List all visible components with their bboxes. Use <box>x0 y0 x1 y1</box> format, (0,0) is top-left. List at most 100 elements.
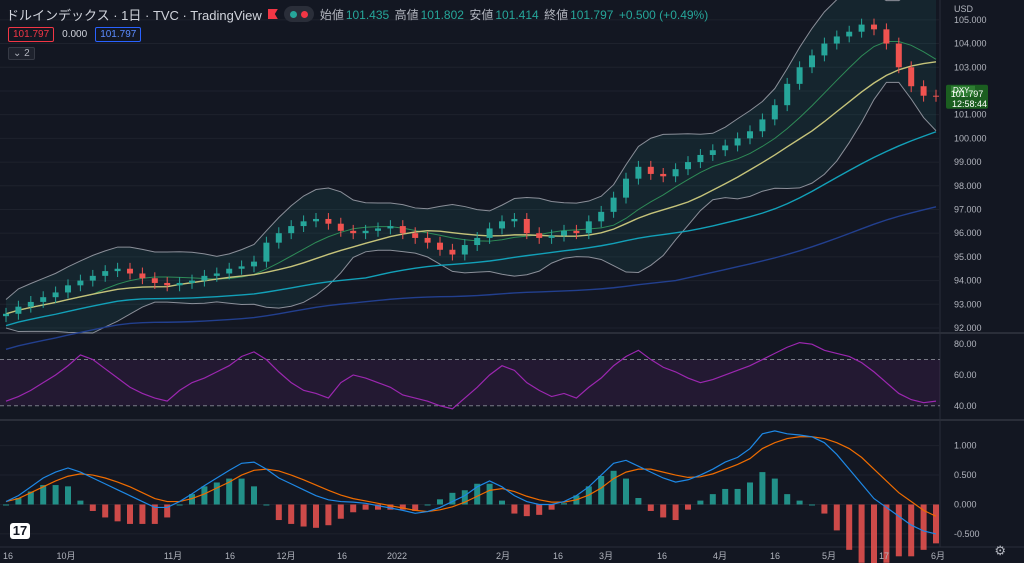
sell-price-box[interactable]: 101.797 <box>8 27 55 42</box>
time-tick-label: 5月 <box>822 551 836 561</box>
candle-body <box>734 138 741 146</box>
candle-body <box>164 282 171 286</box>
macd-histogram-bar <box>213 482 220 505</box>
candle-body <box>697 154 704 163</box>
open-value: 101.435 <box>345 7 390 22</box>
candle-body <box>809 55 815 68</box>
macd-histogram-bar <box>771 478 778 505</box>
candle-body <box>201 275 208 281</box>
price-tick-label: 103.000 <box>954 62 987 72</box>
collapse-count: 2 <box>24 48 30 59</box>
macd-histogram-bar <box>288 504 295 524</box>
open-label: 始値 <box>319 7 344 22</box>
time-tick-label: 17 <box>879 551 889 561</box>
macd-histogram-bar <box>387 504 394 510</box>
candle-body <box>523 218 530 234</box>
macd-tick-label: 1.000 <box>954 441 977 451</box>
grid-lines <box>0 0 1024 548</box>
time-tick-label: 2022 <box>387 551 407 561</box>
macd-tick-label: -0.500 <box>954 529 980 539</box>
high-value: 101.802 <box>420 7 464 22</box>
candle-body <box>251 261 257 267</box>
symbol-tag: DXY <box>953 86 970 95</box>
close-label: 終値 <box>544 7 569 22</box>
macd-histogram-bar <box>449 492 456 505</box>
candle-body <box>15 306 22 314</box>
candle-body <box>449 249 456 255</box>
macd-histogram-bar <box>52 485 59 505</box>
candle-body <box>375 228 381 231</box>
candle-body <box>288 226 295 234</box>
settings-gear-icon[interactable]: ⚙ <box>994 543 1006 558</box>
macd-histogram-bar <box>300 504 307 527</box>
market-flag-icon <box>267 9 278 19</box>
time-tick-label: 6月 <box>931 551 945 561</box>
candle-body <box>511 218 518 222</box>
macd-histogram-bar <box>871 504 877 563</box>
macd-pane[interactable] <box>3 430 939 563</box>
macd-histogram-bar <box>275 504 282 521</box>
spread-value: 0.000 <box>62 29 88 40</box>
macd-histogram-bar <box>933 504 939 544</box>
ohlc-legend: 始値 101.435 高値 101.802 安値 101.414 終値 101.797 … <box>320 6 710 23</box>
time-tick-label: 11月 <box>164 551 182 561</box>
candle-body <box>536 233 543 238</box>
collapse-indicators-button[interactable]: ⌄ 2 <box>8 47 35 60</box>
macd-histogram-bar <box>685 504 691 510</box>
macd-histogram-bar <box>313 504 319 528</box>
symbol-title[interactable]: ドルインデックス · 1日 · TVC · TradingView <box>6 7 262 23</box>
macd-histogram-bar <box>623 478 629 505</box>
close-value: 101.797 <box>570 7 614 22</box>
macd-histogram-bar <box>412 504 419 511</box>
candle-body <box>895 43 902 68</box>
macd-histogram-bar <box>189 494 195 505</box>
rsi-pane[interactable] <box>0 342 940 410</box>
price-tick-label: 94.000 <box>954 276 982 286</box>
macd-histogram-bar <box>437 499 443 505</box>
price-value-tag: 101.797 <box>951 89 984 99</box>
candle-body <box>77 280 84 286</box>
candle-body <box>3 313 9 317</box>
candle-body <box>461 245 468 255</box>
candle-body <box>424 237 431 243</box>
candle-body <box>65 285 71 293</box>
macd-histogram-bar <box>908 504 915 557</box>
macd-histogram-bar <box>598 475 605 505</box>
candle-body <box>796 67 803 84</box>
candle-body <box>585 221 592 234</box>
candle-body <box>598 211 605 222</box>
bollinger-basis <box>5 40 937 315</box>
time-tick-label: 3月 <box>599 551 613 561</box>
buy-price-box[interactable]: 101.797 <box>95 27 142 42</box>
macd-line <box>5 430 937 535</box>
candle-body <box>337 223 344 231</box>
time-tick-label: 2月 <box>496 551 510 561</box>
rsi-tick-label: 60.00 <box>954 370 977 380</box>
tradingview-logo[interactable]: 17 <box>10 523 30 539</box>
currency-label: USD <box>954 4 974 14</box>
candle-body <box>759 119 766 132</box>
candle-body <box>139 273 146 279</box>
price-pane[interactable] <box>3 0 939 351</box>
candle-body <box>821 43 828 56</box>
time-tick-label: 16 <box>770 551 780 561</box>
visibility-toggle[interactable] <box>283 6 314 22</box>
macd-histogram-bar <box>561 503 567 505</box>
candle-body <box>89 275 96 281</box>
candle-body <box>685 162 691 170</box>
candle-body <box>908 67 915 87</box>
high-label: 高値 <box>394 7 419 22</box>
candle-body <box>399 226 406 234</box>
macd-histogram-bar <box>846 504 853 550</box>
candle-body <box>263 242 270 262</box>
price-tick-label: 105.000 <box>954 15 987 25</box>
macd-histogram-bar <box>114 504 121 522</box>
time-tick-label: 16 <box>3 551 13 561</box>
axes: 105.000104.000103.000102.000101.000100.0… <box>3 4 988 561</box>
candle-body <box>660 173 667 177</box>
macd-histogram-bar <box>784 494 791 505</box>
price-tick-label: 97.000 <box>954 204 982 214</box>
macd-histogram-bar <box>251 486 257 505</box>
macd-histogram-bar <box>734 488 741 505</box>
